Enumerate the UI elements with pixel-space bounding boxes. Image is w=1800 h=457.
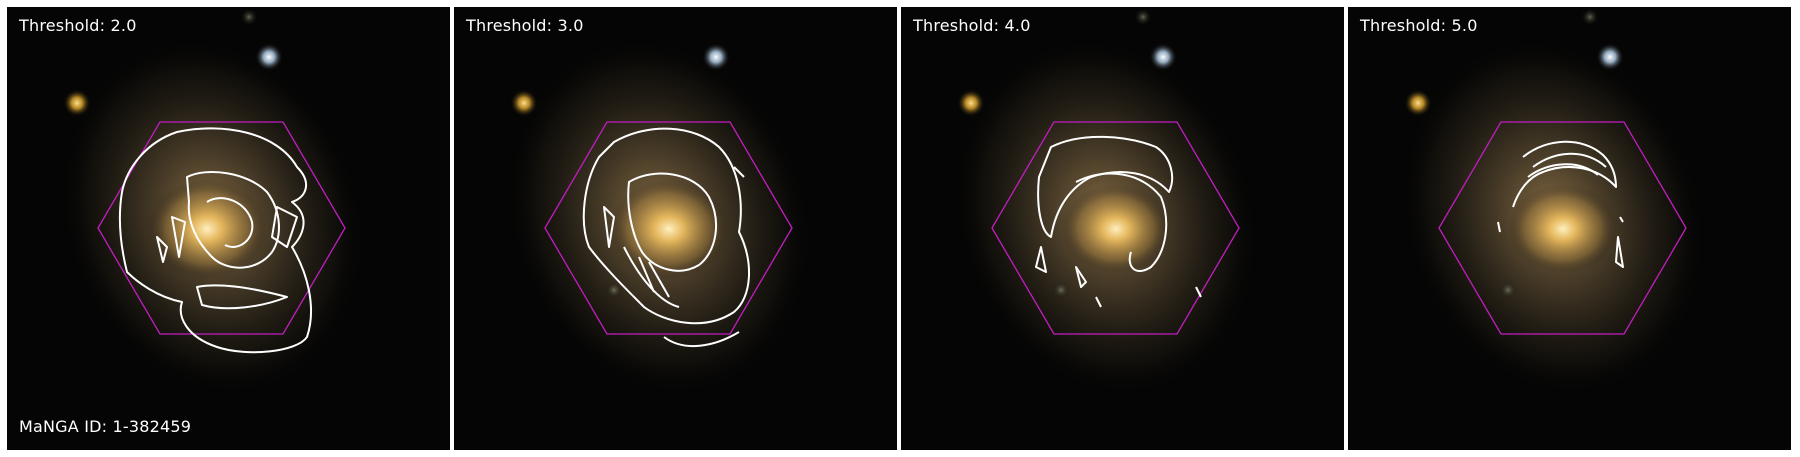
galaxy-id-label: MaNGA ID: 1-382459 [19,417,192,436]
fov-hexagon [991,121,1240,335]
galaxy-image [7,7,450,450]
star-blue [702,43,730,71]
panel-threshold-5: Threshold: 5.0 [1348,7,1791,450]
galaxy-image [454,7,897,450]
star-blue [1149,43,1177,71]
fov-hexagon [544,121,793,335]
contour-set [1497,140,1624,268]
star-blue [1596,43,1624,71]
threshold-label: Threshold: 3.0 [466,16,584,35]
contour-set [582,127,750,348]
star-yellow [63,89,91,117]
star-yellow [1404,89,1432,117]
threshold-label: Threshold: 5.0 [1360,16,1478,35]
galaxy-image [901,7,1344,450]
panel-threshold-4: Threshold: 4.0 [901,7,1344,450]
contour-set [118,127,313,354]
threshold-label: Threshold: 4.0 [913,16,1031,35]
star-yellow [957,89,985,117]
fov-hexagon [97,121,346,335]
threshold-label: Threshold: 2.0 [19,16,137,35]
panel-threshold-3: Threshold: 3.0 [454,7,897,450]
star-yellow [510,89,538,117]
panel-threshold-2: Threshold: 2.0 MaNGA ID: 1-382459 [7,7,450,450]
fov-hexagon [1438,121,1687,335]
contour-set [1035,135,1202,308]
star-blue [255,43,283,71]
galaxy-image [1348,7,1791,450]
